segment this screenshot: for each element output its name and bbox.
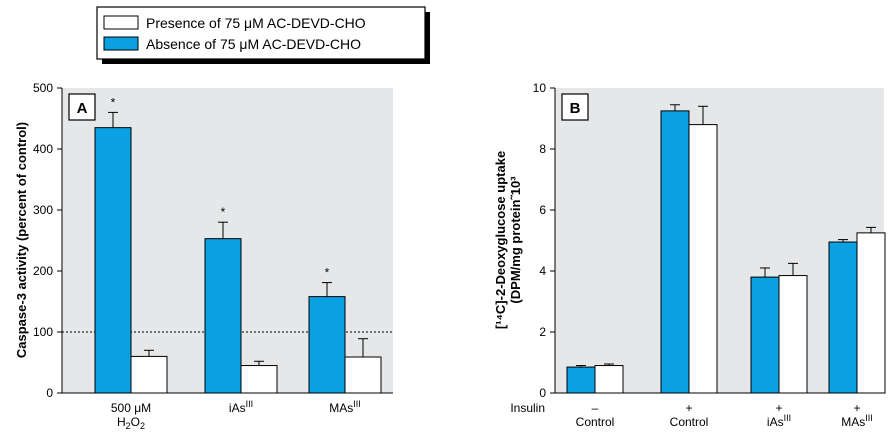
- bar-presence: [778, 275, 808, 394]
- significance-star: *: [325, 266, 330, 280]
- significance-star: *: [111, 95, 116, 109]
- legend-box: [96, 6, 426, 60]
- y-tick-label: 2: [539, 325, 546, 339]
- bar-presence: [856, 232, 886, 394]
- panel-a-bars: * * *: [62, 95, 393, 394]
- panel-b-y-axis-title-line1: [¹⁴C]-2-Deoxyglucose uptake: [493, 151, 508, 329]
- x-tick-sign: –: [592, 401, 599, 415]
- x-tick-label-formula: H2O2: [117, 415, 145, 431]
- x-tick-label: iAsIII: [229, 399, 253, 415]
- bar-absence: [828, 241, 858, 394]
- legend-label-absence: Absence of 75 μM AC-DEVD-CHO: [146, 36, 361, 52]
- bar-absence: [308, 296, 346, 394]
- bar-presence: [344, 356, 382, 394]
- bar-presence: [594, 365, 624, 394]
- panel-a-y-axis-title: Caspase-3 activity (percent of control): [14, 122, 29, 358]
- bar-presence: [688, 124, 718, 394]
- y-tick-label: 0: [46, 386, 53, 400]
- y-tick-label: 100: [33, 325, 53, 339]
- panel-b-bars: [566, 104, 886, 394]
- bar-absence: [750, 276, 780, 394]
- panel-b-letter-box: [561, 93, 589, 121]
- panel-b-letter: B: [570, 100, 581, 117]
- legend-swatch-absence: [103, 36, 139, 51]
- panel-a-letter-box: [68, 93, 96, 121]
- bar-absence: [660, 110, 690, 394]
- y-tick-label: 500: [33, 81, 53, 95]
- legend-label-presence: Presence of 75 μM AC-DEVD-CHO: [146, 15, 366, 31]
- y-tick-label: 4: [539, 264, 546, 278]
- y-tick-label: 10: [533, 81, 547, 95]
- y-tick-label: 400: [33, 142, 53, 156]
- significance-star: *: [221, 205, 226, 219]
- bar-absence: [566, 366, 596, 394]
- y-tick-label: 200: [33, 264, 53, 278]
- bar-absence: [94, 127, 132, 394]
- legend: Presence of 75 μM AC-DEVD-CHO Absence of…: [96, 6, 430, 64]
- bar-presence: [130, 355, 168, 394]
- x-tick-label: iAsIII: [767, 413, 791, 429]
- y-tick-label: 300: [33, 203, 53, 217]
- y-tick-label: 6: [539, 203, 546, 217]
- x-tick-label: 500 μM: [111, 401, 151, 415]
- x-tick-sign: +: [853, 401, 860, 415]
- x-tick-label: Control: [576, 415, 615, 429]
- legend-swatch-presence: [103, 15, 139, 30]
- bar-presence: [240, 365, 278, 394]
- x-tick-label: MAsIII: [841, 413, 873, 429]
- panel-a-letter: A: [77, 100, 88, 117]
- x-tick-label: MAsIII: [329, 399, 361, 415]
- y-tick-label: 0: [539, 386, 546, 400]
- x-tick-label: Control: [670, 415, 709, 429]
- bar-absence: [204, 238, 242, 394]
- y-tick-label: 8: [539, 142, 546, 156]
- x-tick-sign: +: [685, 401, 692, 415]
- panel-b-y-axis-title-line2: (DPM/mg protein˜10³: [508, 176, 523, 304]
- x-tick-sign: +: [775, 401, 782, 415]
- row-label-insulin: Insulin: [510, 401, 545, 415]
